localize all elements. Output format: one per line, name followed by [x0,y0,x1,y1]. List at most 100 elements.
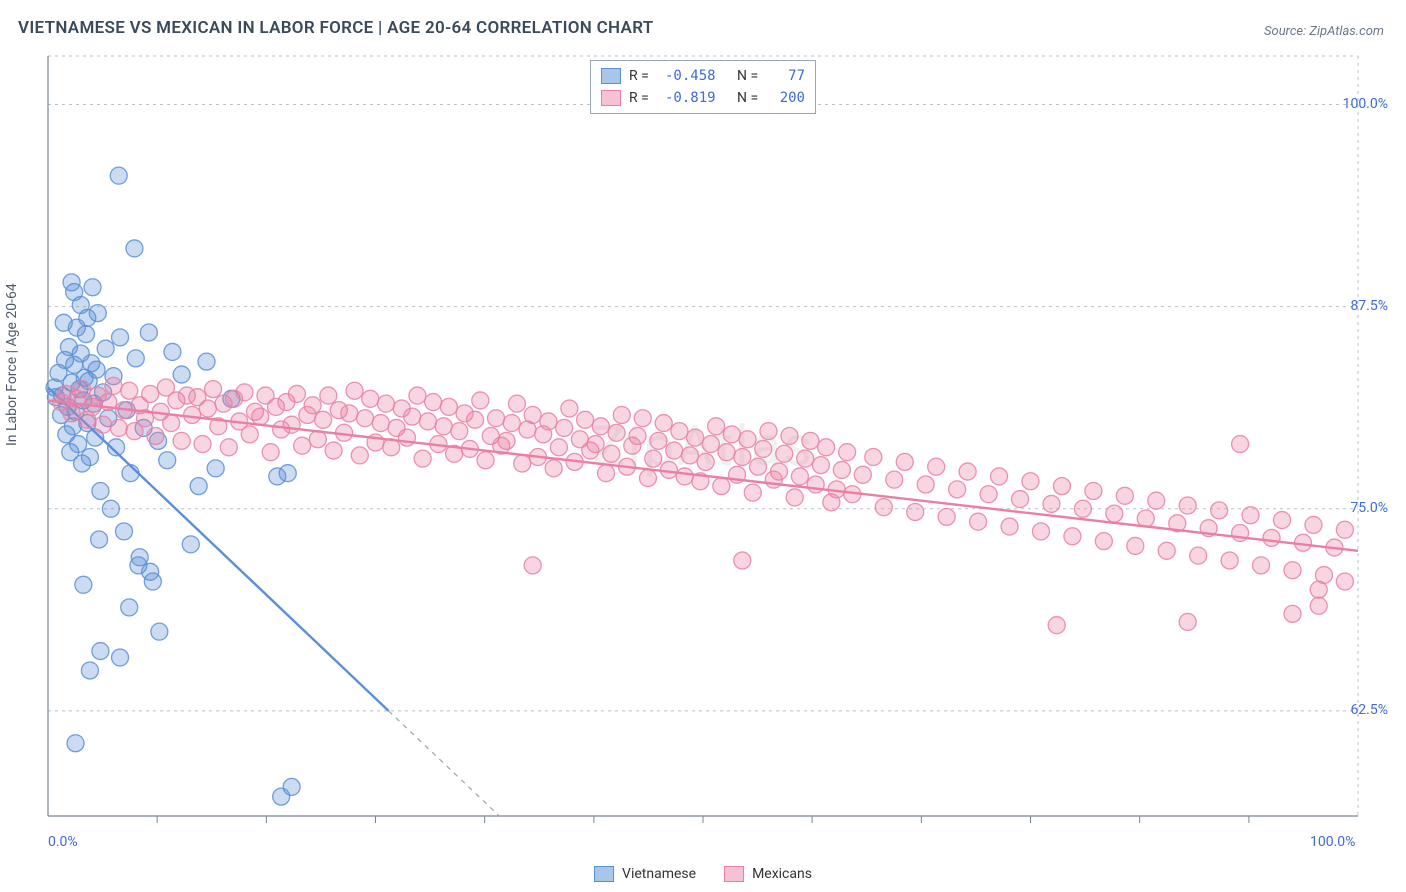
x-tick-label: 100.0% [1310,834,1355,850]
marker-mexicans [613,406,630,423]
marker-mexicans [755,440,772,457]
marker-mexicans [95,416,112,433]
marker-mexicans [451,423,468,440]
marker-mexicans [184,406,201,423]
marker-vietnamese [121,599,138,616]
marker-mexicans [1032,523,1049,540]
marker-vietnamese [77,326,94,343]
trendline-vietnamese-extension [389,711,500,816]
marker-mexicans [818,439,835,456]
marker-mexicans [734,449,751,466]
marker-mexicans [241,426,258,443]
marker-mexicans [341,405,358,422]
marker-mexicans [980,486,997,503]
marker-mexicans [362,390,379,407]
marker-mexicans [608,424,625,441]
marker-mexicans [1053,478,1070,495]
marker-mexicans [598,465,615,482]
marker-mexicans [839,444,856,461]
marker-mexicans [1336,521,1353,538]
marker-mexicans [1064,528,1081,545]
marker-mexicans [110,419,127,436]
marker-mexicans [524,557,541,574]
marker-vietnamese [279,465,296,482]
legend-r-label: R = [629,65,657,87]
marker-mexicans [1190,547,1207,564]
marker-vietnamese [164,343,181,360]
marker-vietnamese [190,478,207,495]
marker-vietnamese [140,324,157,341]
marker-mexicans [833,461,850,478]
marker-mexicans [121,382,138,399]
marker-mexicans [440,398,457,415]
marker-mexicans [744,484,761,501]
marker-vietnamese [182,536,199,553]
marker-mexicans [587,436,604,453]
marker-vietnamese [283,778,300,795]
marker-mexicans [351,447,368,464]
marker-mexicans [1074,500,1091,517]
marker-mexicans [786,489,803,506]
marker-mexicans [236,384,253,401]
marker-vietnamese [55,314,72,331]
marker-mexicans [1253,557,1270,574]
marker-mexicans [550,439,567,456]
marker-mexicans [556,419,573,436]
marker-mexicans [1043,495,1060,512]
marker-mexicans [1310,581,1327,598]
y-tick-label: 62.5% [1350,702,1388,718]
marker-mexicans [1137,510,1154,527]
marker-mexicans [1148,492,1165,509]
marker-mexicans [938,508,955,525]
marker-mexicans [750,458,767,475]
legend-r-label: R = [629,87,657,109]
marker-mexicans [634,410,651,427]
marker-mexicans [524,406,541,423]
marker-mexicans [1242,507,1259,524]
marker-mexicans [708,418,725,435]
marker-mexicans [142,385,159,402]
marker-mexicans [1127,537,1144,554]
marker-mexicans [702,436,719,453]
correlation-scatter-plot [0,0,1406,892]
marker-mexicans [1048,617,1065,634]
legend-series-label: Vietnamese [622,866,696,882]
marker-vietnamese [92,482,109,499]
marker-vietnamese [112,329,129,346]
marker-mexicans [205,381,222,398]
legend-n-label: N = [737,87,765,109]
marker-mexicans [629,428,646,445]
marker-mexicans [791,468,808,485]
marker-mexicans [304,397,321,414]
marker-vietnamese [126,240,143,257]
marker-mexicans [1095,533,1112,550]
legend-swatch [601,68,621,84]
marker-mexicans [812,457,829,474]
marker-mexicans [1179,613,1196,630]
marker-mexicans [723,426,740,443]
marker-mexicans [681,447,698,464]
marker-mexicans [404,408,421,425]
marker-mexicans [435,418,452,435]
marker-mexicans [577,411,594,428]
marker-vietnamese [102,500,119,517]
marker-vietnamese [173,366,190,383]
marker-mexicans [477,452,494,469]
trendline-mexicans [48,400,1358,550]
marker-mexicans [1012,491,1029,508]
marker-mexicans [199,400,216,417]
marker-mexicans [294,437,311,454]
marker-mexicans [1232,436,1249,453]
marker-mexicans [105,377,122,394]
marker-mexicans [377,395,394,412]
marker-vietnamese [81,662,98,679]
marker-vietnamese [127,350,144,367]
marker-mexicans [357,410,374,427]
marker-mexicans [147,428,164,445]
marker-mexicans [687,429,704,446]
marker-mexicans [917,476,934,493]
marker-vietnamese [79,309,96,326]
legend-stat-row: R =-0.819N =200 [601,87,805,109]
marker-mexicans [797,450,814,467]
marker-mexicans [320,387,337,404]
